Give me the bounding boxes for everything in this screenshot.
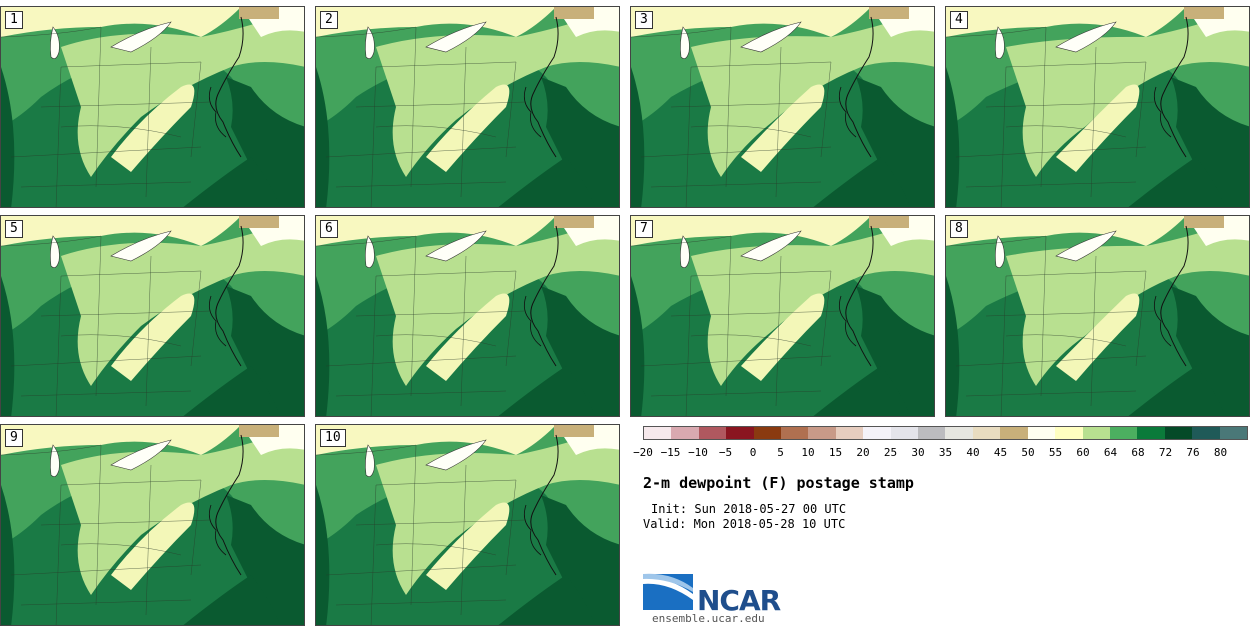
init-time: Init: Sun 2018-05-27 00 UTC <box>651 502 847 516</box>
panel-label: 5 <box>5 220 23 238</box>
panel-label: 10 <box>320 429 346 447</box>
colorbar-tick-label: 64 <box>1103 446 1118 459</box>
colorbar-tick-label: 0 <box>749 446 757 459</box>
panel-label: 4 <box>950 11 968 29</box>
colorbar-swatch <box>1082 427 1110 439</box>
colorbar-swatch <box>1000 427 1028 439</box>
colorbar-tick-label: 50 <box>1021 446 1035 459</box>
colorbar-tick-label: 60 <box>1076 446 1090 459</box>
colorbar-swatch <box>1137 427 1165 439</box>
colorbar-swatch <box>753 427 782 439</box>
colorbar-tick-label: −5 <box>718 446 733 459</box>
valid-time: Valid: Mon 2018-05-28 10 UTC <box>643 517 846 531</box>
colorbar-swatch <box>781 427 809 439</box>
colorbar-swatch <box>644 427 672 439</box>
colorbar-tick-label: 30 <box>911 446 925 459</box>
colorbar-tick-label: 68 <box>1131 446 1145 459</box>
colorbar-tick-label: 76 <box>1186 446 1200 459</box>
colorbar-swatch <box>1109 427 1138 439</box>
panel-label: 9 <box>5 429 23 447</box>
ncar-logo-icon <box>643 573 693 610</box>
colorbar-swatch <box>808 427 836 439</box>
colorbar-swatch <box>1192 427 1220 439</box>
colorbar-tick-label: 35 <box>938 446 953 459</box>
colorbar-swatch <box>863 427 891 439</box>
colorbar-swatch <box>1055 427 1083 439</box>
colorbar-tick-label: 5 <box>777 446 784 459</box>
colorbar-tick-label: 40 <box>966 446 980 459</box>
colorbar-swatch <box>1164 427 1193 439</box>
panel-label: 1 <box>5 11 23 29</box>
map-panel-9: 9 <box>0 424 305 626</box>
colorbar-tick-label: −15 <box>660 446 681 459</box>
panel-label: 3 <box>635 11 653 29</box>
site-url: ensemble.ucar.edu <box>652 612 765 625</box>
colorbar-tick-label: 25 <box>883 446 898 459</box>
colorbar-swatch <box>945 427 973 439</box>
map-panel-8: 8 <box>945 215 1250 417</box>
colorbar <box>643 426 1248 440</box>
colorbar-tick-label: 15 <box>828 446 843 459</box>
colorbar-swatch <box>890 427 919 439</box>
colorbar-tick-label: 80 <box>1213 446 1228 459</box>
colorbar-tick-label: −10 <box>688 446 708 459</box>
colorbar-swatch <box>1027 427 1056 439</box>
map-panel-7: 7 <box>630 215 935 417</box>
panel-label: 6 <box>320 220 338 238</box>
colorbar-tick-label: 10 <box>801 446 815 459</box>
map-panel-4: 4 <box>945 6 1250 208</box>
colorbar-swatch <box>972 427 1001 439</box>
ncar-logo-text: NCAR <box>697 584 781 617</box>
colorbar-swatch <box>1219 427 1247 439</box>
panel-label: 2 <box>320 11 338 29</box>
colorbar-swatch <box>671 427 699 439</box>
colorbar-tick-label: 45 <box>993 446 1008 459</box>
map-panel-3: 3 <box>630 6 935 208</box>
colorbar-tick-label: −20 <box>633 446 653 459</box>
colorbar-swatch <box>726 427 754 439</box>
map-panel-1: 1 <box>0 6 305 208</box>
colorbar-swatch <box>835 427 864 439</box>
map-panel-6: 6 <box>315 215 620 417</box>
colorbar-tick-label: 55 <box>1048 446 1063 459</box>
map-panel-10: 10 <box>315 424 620 626</box>
colorbar-ticks: −20 −15 −10 −5 0 5 10 15 20 25 30 35 40 45 50 55 60 64 68 7… <box>633 446 1248 460</box>
panel-label: 7 <box>635 220 653 238</box>
colorbar-swatch <box>918 427 946 439</box>
colorbar-tick-label: 20 <box>856 446 870 459</box>
panel-label: 8 <box>950 220 968 238</box>
figure-title: 2-m dewpoint (F) postage stamp <box>643 474 914 492</box>
colorbar-swatch <box>698 427 727 439</box>
map-panel-5: 5 <box>0 215 305 417</box>
colorbar-tick-label: 72 <box>1158 446 1173 459</box>
map-panel-2: 2 <box>315 6 620 208</box>
